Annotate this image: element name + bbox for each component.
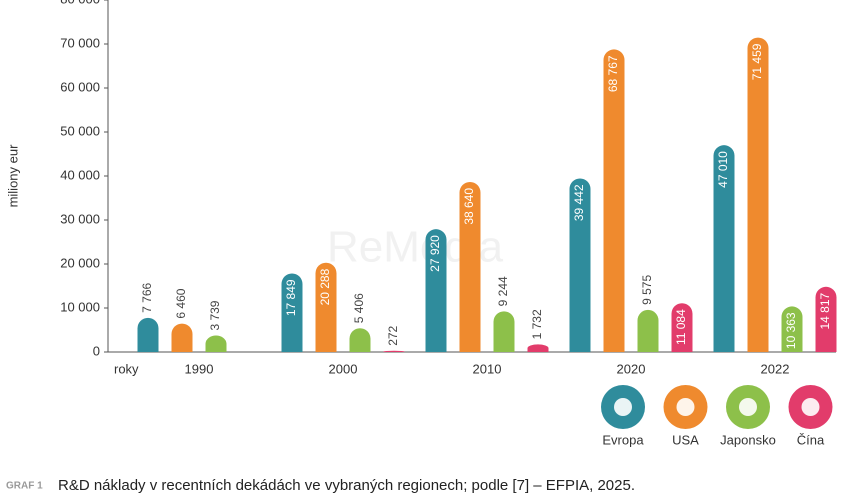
bar: [281, 273, 303, 352]
x-tick-label: 1990: [185, 361, 214, 376]
legend-icon: [801, 398, 820, 416]
x-axis-label: roky: [114, 361, 139, 376]
legend-label: Čína: [797, 432, 825, 447]
value-label: 1 732: [530, 309, 544, 339]
value-label: 17 849: [284, 279, 298, 316]
bar: [569, 178, 591, 352]
bar: [637, 309, 659, 352]
y-tick-label: 30 000: [60, 211, 100, 226]
y-tick-label: 50 000: [60, 123, 100, 138]
bar: [815, 286, 837, 352]
x-tick-label: 2022: [761, 361, 790, 376]
value-label: 14 817: [818, 292, 832, 329]
x-tick-label: 2020: [617, 361, 646, 376]
y-tick-label: 40 000: [60, 167, 100, 182]
value-label: 272: [386, 325, 400, 345]
legend-label: Evropa: [602, 432, 644, 447]
y-tick-label: 80 000: [60, 0, 100, 6]
value-label: 27 920: [428, 235, 442, 272]
caption-tag: GRAF 1: [6, 481, 43, 492]
value-label: 6 460: [174, 288, 188, 318]
value-label: 68 767: [606, 55, 620, 92]
y-tick-label: 70 000: [60, 35, 100, 50]
value-label: 71 459: [750, 43, 764, 80]
x-tick-label: 2000: [329, 361, 358, 376]
bar: [781, 306, 803, 352]
y-tick-label: 0: [93, 343, 100, 358]
value-label: 39 442: [572, 184, 586, 221]
value-label: 47 010: [716, 151, 730, 188]
legend-label: USA: [672, 432, 699, 447]
bar: [671, 303, 693, 352]
legend-label: Japonsko: [720, 432, 776, 447]
value-label: 9 575: [640, 275, 654, 305]
y-tick-label: 10 000: [60, 299, 100, 314]
y-axis-label: miliony eur: [5, 144, 20, 208]
bar: [425, 229, 447, 352]
value-label: 20 288: [318, 268, 332, 305]
value-label: 7 766: [140, 282, 154, 312]
bar: [171, 323, 193, 352]
value-label: 10 363: [784, 312, 798, 349]
bar: [205, 335, 227, 352]
caption: R&D náklady v recentních dekádách ve vyb…: [58, 477, 635, 494]
bar: [747, 37, 769, 352]
legend-icon: [739, 398, 757, 416]
value-label: 11 084: [674, 309, 688, 345]
bar: [315, 262, 337, 352]
bar: [383, 350, 405, 352]
legend-icon: [614, 398, 632, 416]
x-tick-label: 2010: [473, 361, 502, 376]
bar: [349, 328, 371, 352]
legend-icon: [676, 398, 695, 416]
bar: [603, 49, 625, 353]
bar: [713, 145, 735, 352]
value-label: 9 244: [496, 276, 510, 306]
bar: [493, 311, 515, 352]
y-tick-label: 20 000: [60, 255, 100, 270]
y-tick-label: 60 000: [60, 79, 100, 94]
value-label: 5 406: [352, 293, 366, 323]
value-label: 3 739: [208, 300, 222, 330]
bar: [137, 317, 159, 352]
value-label: 38 640: [462, 188, 476, 225]
bar: [459, 181, 481, 352]
bar: [527, 344, 549, 352]
